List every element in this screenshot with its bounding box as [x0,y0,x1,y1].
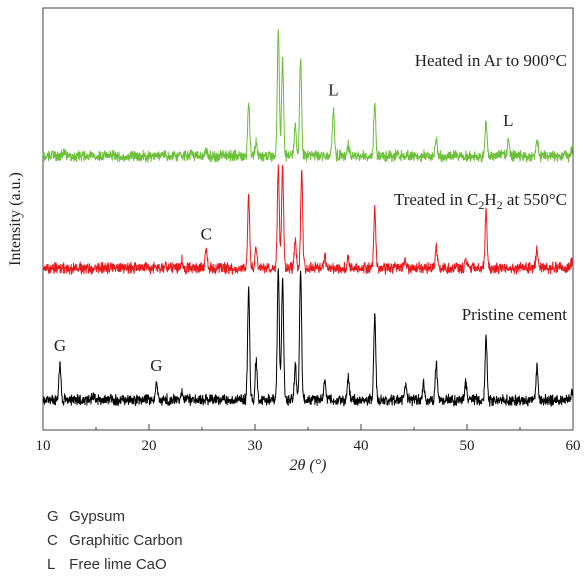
key-row: C Graphitic Carbon [47,532,183,549]
series-line [42,164,574,275]
key-row: L Free lime CaO [47,556,167,573]
x-tick-label: 10 [36,438,51,454]
peak-annotation: L [503,111,513,130]
x-tick-label: 60 [566,438,581,454]
series-line [42,28,574,163]
series-layer [42,28,574,407]
peak-annotation: L [328,80,338,99]
key-row: G Gypsum [47,508,125,525]
curve-label: Treated in C2H2 at 550°C [394,190,567,212]
x-axis-title: 2θ (°) [290,457,327,474]
plot-frame [42,7,574,431]
key-code: L [47,556,56,573]
series-line [42,268,574,407]
ticks-layer: 10 20 30 40 50 60 [36,424,581,454]
peak-annotation: C [201,225,212,244]
xrd-chart: 10 20 30 40 50 60 Pristine cement Treated in C… [7,7,581,474]
key-meaning: Gypsum [69,508,126,525]
labels-layer: Pristine cement Treated in C2H2 at 550°C H… [54,51,567,375]
curve-label: Heated in Ar to 900°C [415,51,567,70]
peak-annotation: G [54,336,66,355]
y-axis-title: Intensity (a.u.) [7,172,24,266]
key-meaning: Free lime CaO [69,556,167,573]
x-tick-label: 40 [354,438,369,454]
x-tick-label: 50 [460,438,475,454]
key-meaning: Graphitic Carbon [69,532,183,549]
key-code: G [47,508,59,525]
x-tick-label: 30 [248,438,263,454]
peak-annotation: G [150,356,162,375]
x-tick-label: 20 [142,438,157,454]
curve-label: Pristine cement [462,305,568,324]
key-code: C [47,532,58,549]
